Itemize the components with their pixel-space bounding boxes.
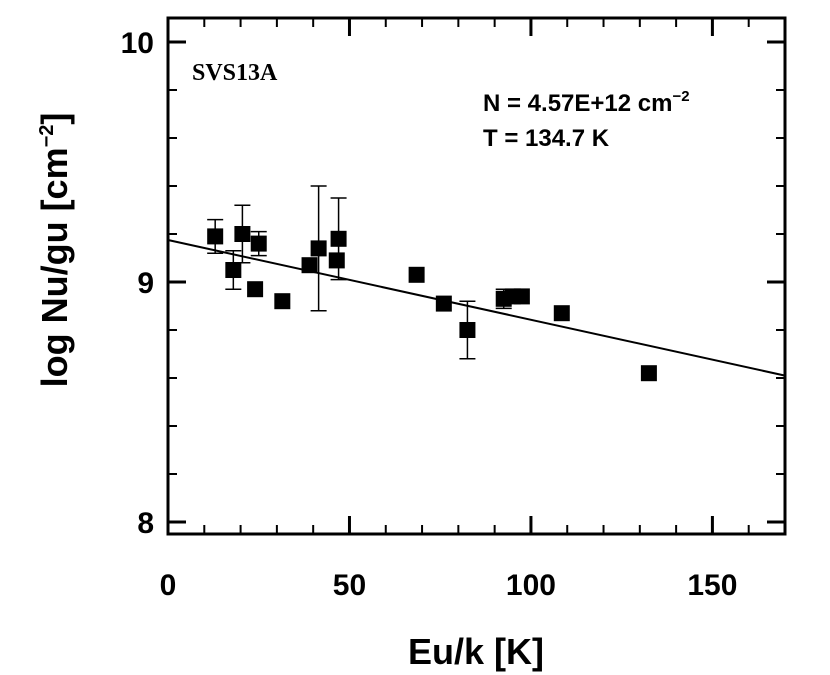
x-axis-title: Eu/k [K] (408, 631, 544, 672)
y-tick-label: 9 (137, 267, 154, 300)
x-tick-label: 50 (333, 569, 366, 602)
y-axis-title: log Nu/gu [cm−2] (34, 113, 75, 388)
data-points (207, 226, 657, 382)
x-tick-label: 0 (160, 569, 177, 602)
data-point (640, 365, 657, 382)
data-point (408, 266, 425, 283)
data-point (274, 293, 291, 310)
annotation-temperature: T = 134.7 K (483, 125, 610, 152)
annotation-n-text: N = 4.57E+12 cm (483, 90, 672, 117)
data-point (207, 228, 224, 245)
y-axis-title-exponent: −2 (36, 125, 58, 148)
y-tick-label: 10 (121, 27, 154, 60)
y-axis-title-close: ] (34, 113, 75, 125)
y-tick-label: 8 (137, 507, 154, 540)
major-ticks (166, 18, 785, 534)
x-tick-label: 150 (687, 569, 737, 602)
annotation-n-exponent: −2 (672, 88, 689, 105)
source-label: SVS13A (192, 60, 278, 86)
data-point (435, 295, 452, 312)
annotation-column-density: N = 4.57E+12 cm−2 (483, 88, 690, 117)
minor-ticks (168, 18, 785, 534)
data-point (310, 240, 327, 257)
data-point (301, 257, 318, 274)
fit-line (167, 239, 786, 377)
tick-labels: 0 50 100 150 8 9 10 (121, 27, 738, 602)
data-point (330, 230, 347, 247)
data-point (328, 252, 345, 269)
x-tick-label: 100 (506, 569, 556, 602)
data-point (553, 305, 570, 322)
data-point (234, 226, 251, 242)
data-point (225, 262, 242, 278)
fit-layer (167, 239, 786, 377)
data-point (247, 281, 264, 298)
data-point (250, 235, 267, 252)
y-axis-title-main: log Nu/gu [cm (34, 147, 75, 387)
plot-frame (166, 16, 787, 536)
data-point (513, 288, 530, 305)
data-point (459, 322, 476, 338)
